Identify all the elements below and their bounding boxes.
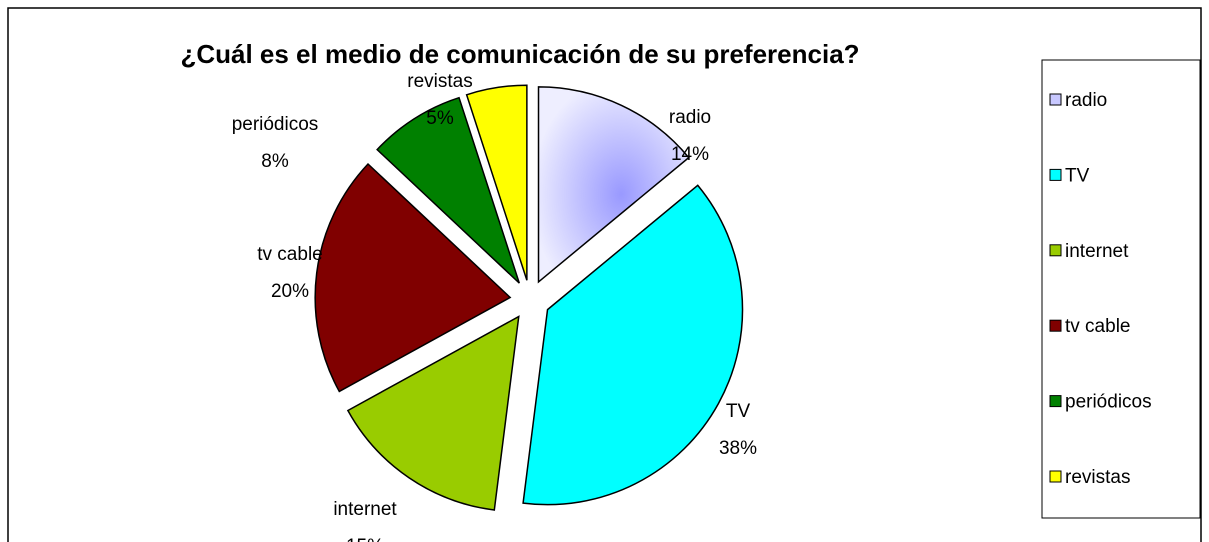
slice-value-label: 5% xyxy=(426,108,454,129)
legend-label: TV xyxy=(1065,165,1090,186)
pie-slice xyxy=(465,84,528,281)
legend-swatch xyxy=(1049,244,1062,257)
legend-label: periódicos xyxy=(1065,392,1152,413)
slice-value-label: 15% xyxy=(346,536,384,542)
legend-label: radio xyxy=(1065,90,1107,111)
slice-value-label: 20% xyxy=(271,281,309,302)
legend-swatch xyxy=(1049,93,1062,106)
pie-slice xyxy=(537,86,690,284)
pie-slice xyxy=(522,184,744,506)
slice-label: internet xyxy=(333,499,397,520)
legend-swatch xyxy=(1049,168,1062,181)
chart-title: ¿Cuál es el medio de comunicación de su … xyxy=(180,39,859,69)
legend-label: internet xyxy=(1065,241,1129,262)
pie-slice xyxy=(346,315,520,511)
pie-slice xyxy=(376,96,520,284)
slice-label: periódicos xyxy=(232,114,319,135)
slice-label: revistas xyxy=(407,71,472,92)
slice-label: tv cable xyxy=(257,244,322,265)
slice-label: TV xyxy=(726,401,751,422)
legend-swatch xyxy=(1049,470,1062,483)
slice-value-label: 14% xyxy=(671,144,709,165)
pie-slice xyxy=(314,162,512,393)
legend-swatch xyxy=(1049,319,1062,332)
slice-value-label: 8% xyxy=(261,151,289,172)
legend-box xyxy=(1041,59,1201,519)
legend-swatch xyxy=(1049,395,1062,408)
slice-value-label: 38% xyxy=(719,438,757,459)
legend-label: tv cable xyxy=(1065,316,1130,337)
legend-label: revistas xyxy=(1065,467,1130,488)
slice-label: radio xyxy=(669,107,711,128)
